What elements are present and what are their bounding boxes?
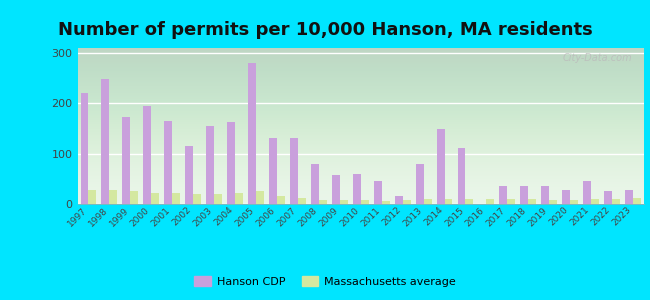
Bar <box>486 199 495 204</box>
Bar <box>415 164 424 204</box>
Bar <box>193 194 201 204</box>
Bar <box>445 199 452 204</box>
Bar <box>625 190 633 204</box>
Bar <box>583 181 591 204</box>
Bar <box>604 191 612 204</box>
Bar <box>465 199 473 204</box>
Bar <box>269 138 277 204</box>
Bar <box>591 199 599 204</box>
Bar <box>437 128 445 204</box>
Bar <box>144 106 151 204</box>
Bar <box>633 198 641 204</box>
Bar <box>395 196 402 204</box>
Bar <box>361 200 369 204</box>
Text: Number of permits per 10,000 Hanson, MA residents: Number of permits per 10,000 Hanson, MA … <box>58 21 592 39</box>
Bar <box>290 138 298 204</box>
Bar <box>256 191 264 204</box>
Bar <box>424 199 432 204</box>
Bar <box>340 200 348 204</box>
Bar <box>206 126 214 204</box>
Bar <box>235 193 243 204</box>
Text: City-Data.com: City-Data.com <box>562 53 632 63</box>
Bar <box>458 148 465 204</box>
Bar <box>81 93 88 204</box>
Bar <box>562 190 570 204</box>
Bar <box>332 175 340 204</box>
Bar <box>353 174 361 204</box>
Bar <box>101 79 109 204</box>
Bar <box>151 193 159 204</box>
Bar <box>319 200 327 204</box>
Bar <box>88 190 96 204</box>
Bar <box>164 121 172 204</box>
Bar <box>185 146 193 204</box>
Bar <box>521 186 528 204</box>
Bar <box>311 164 319 204</box>
Bar <box>109 190 118 204</box>
Bar <box>570 200 578 204</box>
Bar <box>541 186 549 204</box>
Bar <box>499 186 508 204</box>
Bar <box>402 200 411 204</box>
Bar <box>248 63 256 204</box>
Bar <box>277 196 285 204</box>
Bar <box>122 117 131 204</box>
Bar <box>374 182 382 204</box>
Bar <box>131 191 138 204</box>
Bar <box>508 199 515 204</box>
Bar <box>214 194 222 204</box>
Bar <box>298 198 306 204</box>
Bar <box>382 202 389 204</box>
Bar <box>172 193 180 204</box>
Bar <box>528 199 536 204</box>
Bar <box>227 122 235 204</box>
Legend: Hanson CDP, Massachusetts average: Hanson CDP, Massachusetts average <box>190 272 460 291</box>
Bar <box>549 200 557 204</box>
Bar <box>612 199 620 204</box>
